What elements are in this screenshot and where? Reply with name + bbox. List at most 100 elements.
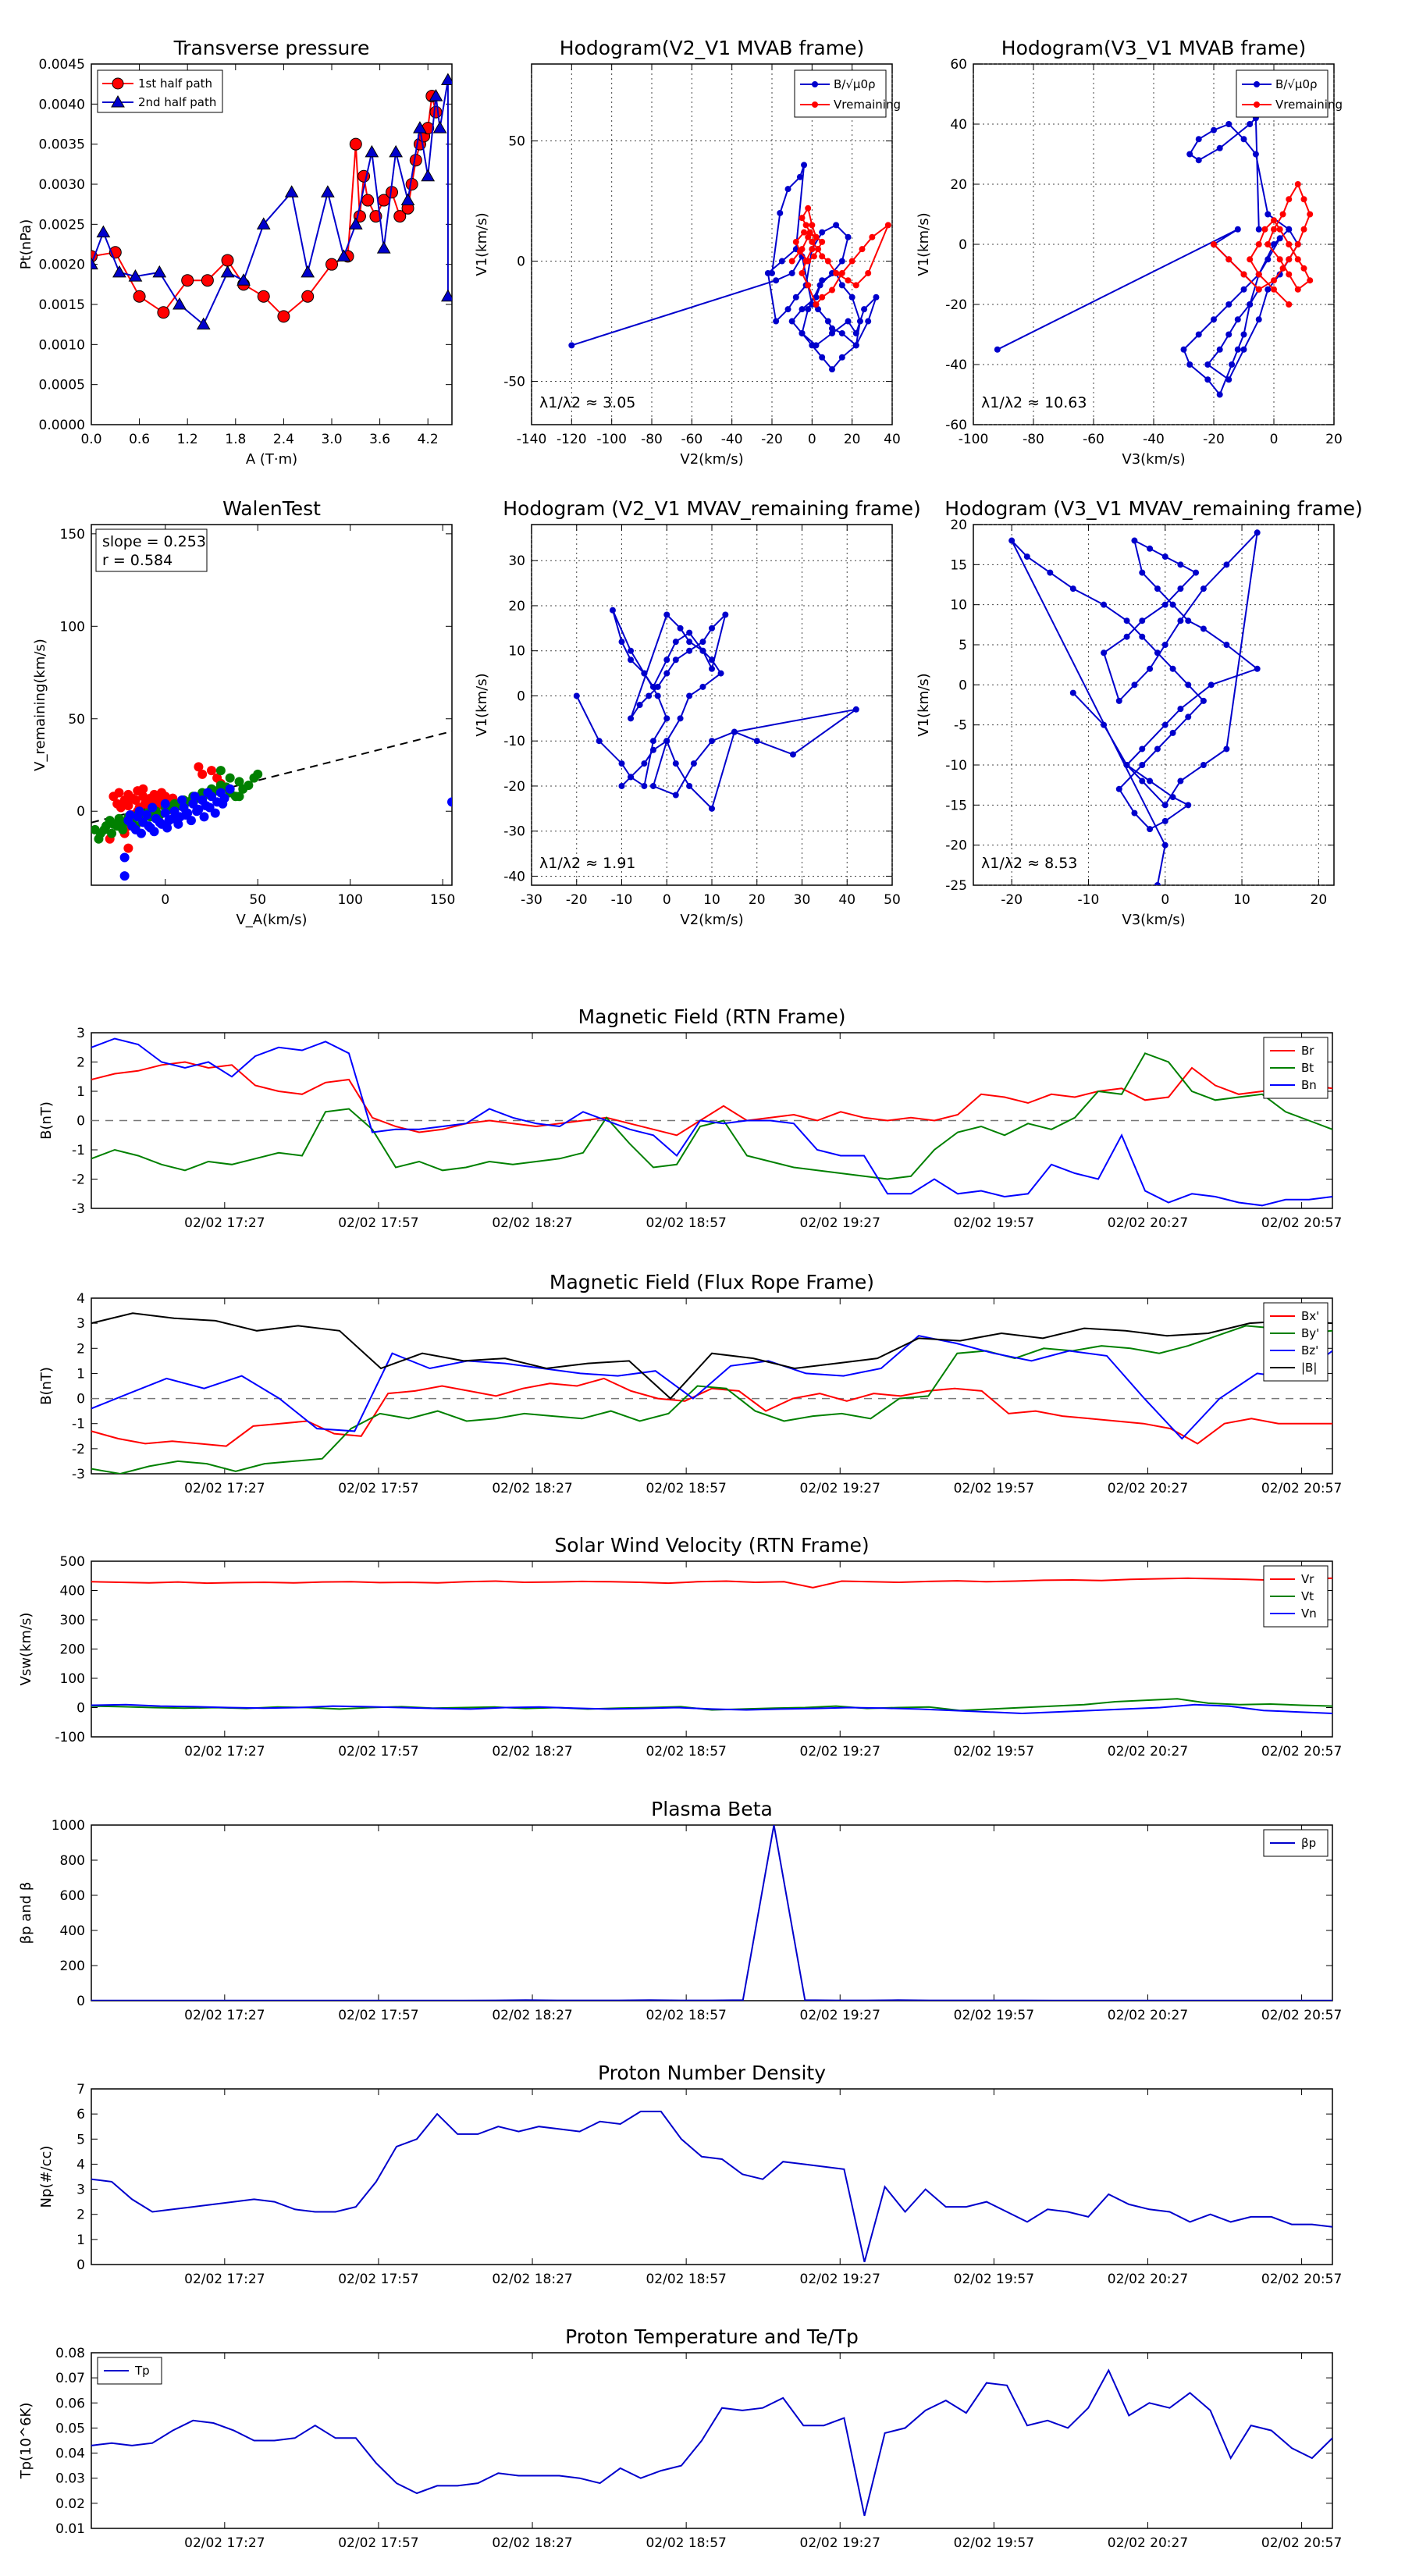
h2-point [1247, 121, 1254, 127]
h3-point [686, 782, 693, 789]
vsw-title: Solar Wind Velocity (RTN Frame) [554, 1534, 869, 1557]
h2-point [1264, 256, 1272, 263]
mag_fr-y-tick-label: -2 [72, 1442, 85, 1457]
tp_temp-y-tick-label: 0.03 [55, 2471, 85, 2487]
tp_temp-time-tick-label: 02/02 17:27 [184, 2535, 265, 2551]
h1-point [801, 162, 808, 169]
vsw-y-tick-label: 0 [76, 1701, 85, 1717]
h1-point [777, 209, 784, 216]
tp-point [237, 273, 251, 286]
tp-point [221, 254, 234, 267]
h1-point [809, 222, 816, 229]
h3-point [649, 683, 656, 690]
walen-y-axis-label: V_remaining(km/s) [32, 639, 48, 771]
h4-point [1101, 601, 1108, 608]
h4-point [1223, 745, 1230, 753]
h1-point [833, 269, 840, 276]
walen-title: WalenTest [222, 497, 321, 520]
mag_fr-y-axis-label: B(nT) [38, 1367, 55, 1405]
h3-point [709, 805, 715, 812]
walen-point [134, 806, 144, 817]
h1-point [792, 238, 799, 245]
mag_rtn-y-tick-label: 0 [76, 1114, 85, 1130]
h4-point [1193, 569, 1200, 576]
h3-point [852, 706, 859, 713]
tp-point [400, 193, 415, 206]
h1-point [884, 222, 891, 229]
tp-point [441, 289, 452, 302]
np-time-tick-label: 02/02 19:57 [954, 2272, 1034, 2287]
tp_temp-y-axis-label: Tp(10^6K) [18, 2403, 34, 2480]
h1-plot-area [568, 162, 891, 373]
h3-point [649, 746, 656, 753]
mag_fr-title: Magnetic Field (Flux Rope Frame) [550, 1271, 874, 1293]
walen-x-tick-label: 50 [249, 892, 266, 908]
mag_rtn-legend-label: Bn [1301, 1078, 1317, 1092]
h4-y-tick-label: 10 [950, 598, 967, 614]
vsw-time-tick-label: 02/02 18:57 [646, 1744, 726, 1759]
h4-point [1169, 729, 1176, 736]
h2-point [1276, 235, 1283, 242]
tp-point [112, 265, 126, 278]
mag_fr-series-line-2 [91, 1335, 1332, 1440]
h1-x-tick-label: -140 [517, 432, 547, 447]
tp-point [173, 297, 187, 310]
h4-point [1008, 537, 1016, 544]
h2-point [1240, 136, 1247, 143]
h4-point [1154, 745, 1161, 753]
h3-point [709, 656, 715, 664]
h2-point [1286, 301, 1293, 308]
h3-point [686, 629, 693, 636]
h1-point [838, 258, 845, 265]
tp-y-tick-label: 0.0045 [39, 57, 85, 73]
mag_fr-series-line-3 [91, 1312, 1332, 1400]
tp_temp-y-tick-label: 0.05 [55, 2421, 85, 2436]
mag_fr-y-tick-label: -1 [72, 1417, 85, 1432]
walen-point [203, 788, 213, 798]
h1-point [869, 233, 876, 240]
h2-x-tick-label: -20 [1203, 432, 1225, 447]
h1-point [848, 258, 855, 265]
h3-chart: Hodogram (V2_V1 MVAV_remaining frame) -30… [474, 497, 921, 928]
np-y-tick-label: 4 [76, 2157, 85, 2172]
h4-y-tick-label: -5 [954, 718, 967, 734]
walen-y-tick-label: 0 [76, 804, 85, 820]
vsw-y-tick-label: -100 [55, 1730, 85, 1745]
h1-legend: B/√μ0ρ Vremaining [794, 69, 901, 118]
h3-point [641, 760, 648, 767]
h1-point [799, 269, 806, 276]
h3-point [618, 760, 625, 767]
h2-point [1276, 256, 1283, 263]
vsw-time-tick-label: 02/02 18:27 [492, 1744, 572, 1759]
mag_fr-y-tick-label: 0 [76, 1392, 85, 1407]
tp-point [389, 144, 403, 158]
h1-point [805, 205, 812, 212]
h2-x-tick-label: 20 [1325, 432, 1343, 447]
walen-point [194, 762, 204, 772]
mag_rtn-time-tick-label: 02/02 19:57 [954, 1215, 1034, 1231]
mag_fr-legend-label: |B| [1301, 1361, 1317, 1375]
beta-chart: Plasma Beta 02/02 17:27 02/02 17:57 02/02 1… [18, 1798, 1342, 2023]
h2-point [1211, 241, 1217, 247]
h3-plot-frame [531, 524, 893, 886]
tp-point [220, 265, 235, 278]
np-time-tick-label: 02/02 20:27 [1108, 2272, 1188, 2287]
h1-point [833, 222, 840, 229]
h4-point [1185, 713, 1192, 720]
h2-point [1247, 301, 1254, 308]
h1-point [829, 329, 835, 336]
tp_temp-y-tick-label: 0.04 [55, 2446, 85, 2462]
mag_fr-time-tick-label: 02/02 17:27 [184, 1481, 265, 1496]
h2-point [1286, 271, 1293, 278]
h3-point [628, 656, 635, 664]
mag_rtn-legend-label: Br [1301, 1044, 1314, 1058]
beta-legend-label: βp [1301, 1836, 1316, 1850]
vsw-time-tick-label: 02/02 20:57 [1261, 1744, 1342, 1759]
h2-point [1252, 151, 1259, 158]
h3-point [789, 751, 796, 758]
beta-y-tick-label: 800 [60, 1853, 85, 1869]
h3-point [709, 665, 715, 672]
tp-point [413, 121, 427, 133]
h4-point [1131, 537, 1138, 544]
h1-point [838, 329, 845, 336]
